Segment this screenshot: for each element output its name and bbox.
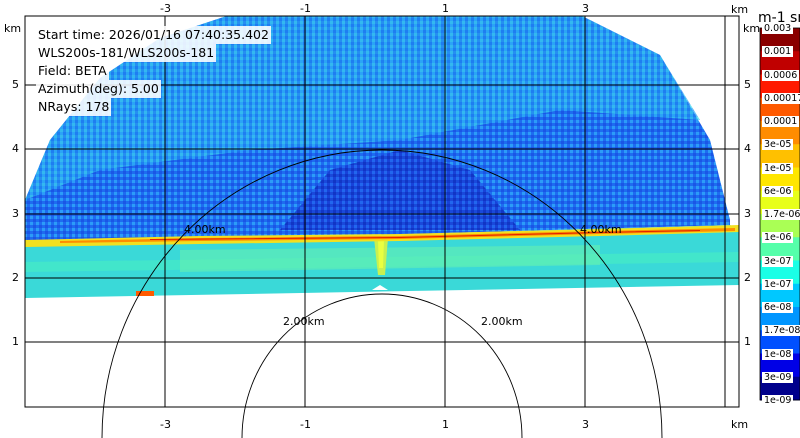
colorbar-label: 0.001 (762, 46, 794, 58)
colorbar-label: 1e-05 (762, 162, 794, 174)
colorbar-label: 3e-09 (762, 371, 794, 383)
y-left-tick: 2 (12, 271, 19, 284)
range-ring-label: 2.00km (283, 315, 325, 328)
colorbar-title: m-1 sr-1 (758, 10, 800, 26)
colorbar-label: 6e-06 (762, 185, 794, 197)
y-right-tick: 4 (744, 142, 751, 155)
y-left-tick: 5 (12, 78, 19, 91)
field-name: Field: BETA (36, 62, 109, 80)
colorbar-label: 1e-08 (762, 348, 794, 360)
range-ring-label: 4.00km (184, 223, 226, 236)
y-unit-left: km (4, 22, 22, 35)
plot-frame (24, 15, 740, 408)
range-ring-label: 4.00km (580, 223, 622, 236)
x-bottom-tick: -1 (300, 418, 311, 431)
colorbar-label: 1e-06 (762, 232, 794, 244)
start-time: Start time: 2026/01/16 07:40:35.402 (36, 26, 271, 44)
x-top-tick: -3 (160, 2, 171, 15)
colorbar-label: 3e-05 (762, 139, 794, 151)
colorbar-label: 1.7e-08 (762, 325, 800, 337)
colorbar-label: 0.00017 (762, 92, 800, 104)
x-bottom-tick: 1 (442, 418, 449, 431)
x-unit-top: km (731, 3, 749, 16)
x-bottom-tick: -3 (160, 418, 171, 431)
colorbar-label: 0.003 (762, 23, 794, 34)
x-top-tick: -1 (300, 2, 311, 15)
colorbar-label: 0.0001 (762, 116, 800, 127)
colorbar-label: 0.0006 (762, 69, 800, 81)
range-rings (101, 149, 663, 438)
colorbar-label: 3e-07 (762, 255, 794, 267)
y-right-tick: 2 (744, 271, 751, 284)
y-left-tick: 3 (12, 207, 19, 220)
x-top-tick: 1 (442, 2, 449, 15)
x-bottom-tick: 3 (582, 418, 589, 431)
colorbar-label: 6e-08 (762, 302, 794, 313)
y-right-tick: 5 (744, 78, 751, 91)
info-panel: Start time: 2026/01/16 07:40:35.402 WLS2… (36, 26, 271, 116)
nrays: NRays: 178 (36, 98, 112, 116)
y-right-tick: 3 (744, 207, 751, 220)
azimuth: Azimuth(deg): 5.00 (36, 80, 161, 98)
y-left-tick: 4 (12, 142, 19, 155)
y-unit-right: km (743, 22, 761, 35)
grid (25, 16, 739, 407)
colorbar-label: 1e-07 (762, 278, 794, 290)
x-unit-bottom: km (731, 418, 749, 431)
colorbar-label: 1e-09 (762, 395, 794, 406)
y-left-tick: 1 (12, 335, 19, 348)
colorbar-label: 1.7e-06 (762, 209, 800, 220)
x-top-tick: 3 (582, 2, 589, 15)
y-right-tick: 1 (744, 335, 751, 348)
beta-field (25, 16, 739, 298)
range-ring-label: 2.00km (481, 315, 523, 328)
radar-name: WLS200s-181/WLS200s-181 (36, 44, 217, 62)
